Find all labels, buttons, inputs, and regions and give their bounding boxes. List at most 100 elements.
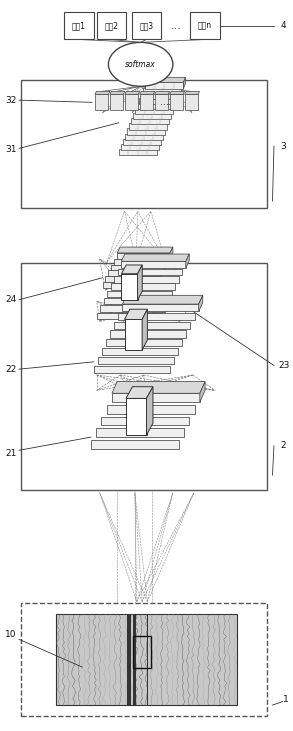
FancyBboxPatch shape bbox=[117, 253, 170, 259]
FancyBboxPatch shape bbox=[21, 603, 267, 716]
Polygon shape bbox=[142, 309, 147, 350]
FancyBboxPatch shape bbox=[155, 94, 168, 110]
Polygon shape bbox=[155, 91, 170, 94]
FancyBboxPatch shape bbox=[126, 398, 146, 435]
Text: 4: 4 bbox=[281, 21, 287, 30]
FancyBboxPatch shape bbox=[121, 144, 159, 150]
Polygon shape bbox=[145, 77, 185, 83]
FancyBboxPatch shape bbox=[121, 261, 186, 268]
Text: 31: 31 bbox=[5, 145, 17, 154]
FancyBboxPatch shape bbox=[114, 276, 179, 282]
FancyBboxPatch shape bbox=[97, 12, 126, 39]
FancyBboxPatch shape bbox=[129, 124, 167, 129]
FancyBboxPatch shape bbox=[102, 348, 178, 355]
FancyBboxPatch shape bbox=[125, 94, 138, 110]
Text: 23: 23 bbox=[278, 361, 289, 370]
FancyBboxPatch shape bbox=[104, 298, 168, 304]
Text: ...: ... bbox=[160, 97, 169, 107]
FancyBboxPatch shape bbox=[114, 322, 190, 329]
Polygon shape bbox=[186, 254, 189, 268]
Polygon shape bbox=[95, 91, 110, 94]
FancyBboxPatch shape bbox=[125, 319, 142, 350]
Text: 22: 22 bbox=[6, 365, 17, 374]
FancyBboxPatch shape bbox=[94, 366, 170, 373]
FancyBboxPatch shape bbox=[118, 313, 195, 320]
Text: softmax: softmax bbox=[125, 60, 156, 69]
Polygon shape bbox=[140, 91, 155, 94]
FancyBboxPatch shape bbox=[110, 330, 186, 338]
Polygon shape bbox=[122, 295, 203, 304]
FancyBboxPatch shape bbox=[111, 283, 175, 289]
FancyBboxPatch shape bbox=[111, 265, 164, 270]
FancyBboxPatch shape bbox=[64, 12, 94, 39]
FancyBboxPatch shape bbox=[21, 263, 267, 490]
FancyBboxPatch shape bbox=[97, 312, 161, 319]
Polygon shape bbox=[125, 91, 140, 94]
FancyBboxPatch shape bbox=[135, 108, 173, 114]
Polygon shape bbox=[170, 91, 185, 94]
FancyBboxPatch shape bbox=[185, 94, 198, 110]
Text: 2: 2 bbox=[281, 442, 287, 450]
Text: 故障n: 故障n bbox=[198, 21, 212, 30]
FancyBboxPatch shape bbox=[133, 614, 136, 705]
Polygon shape bbox=[170, 247, 173, 259]
FancyBboxPatch shape bbox=[107, 290, 172, 297]
Polygon shape bbox=[146, 387, 153, 435]
FancyBboxPatch shape bbox=[112, 393, 200, 402]
Polygon shape bbox=[185, 91, 200, 94]
Polygon shape bbox=[199, 295, 203, 311]
FancyBboxPatch shape bbox=[95, 94, 108, 110]
Polygon shape bbox=[126, 387, 153, 398]
FancyBboxPatch shape bbox=[170, 94, 183, 110]
FancyBboxPatch shape bbox=[131, 118, 169, 124]
FancyBboxPatch shape bbox=[110, 94, 123, 110]
Polygon shape bbox=[110, 91, 125, 94]
Text: ...: ... bbox=[170, 20, 181, 31]
FancyBboxPatch shape bbox=[119, 149, 157, 155]
Ellipse shape bbox=[108, 42, 173, 86]
Text: 24: 24 bbox=[6, 295, 17, 304]
FancyBboxPatch shape bbox=[56, 614, 237, 705]
FancyBboxPatch shape bbox=[146, 614, 148, 705]
Text: 10: 10 bbox=[4, 630, 16, 640]
FancyBboxPatch shape bbox=[125, 134, 163, 140]
Polygon shape bbox=[121, 265, 142, 273]
FancyBboxPatch shape bbox=[121, 273, 138, 300]
FancyBboxPatch shape bbox=[21, 80, 267, 208]
FancyBboxPatch shape bbox=[98, 357, 174, 364]
Polygon shape bbox=[200, 382, 205, 402]
Polygon shape bbox=[125, 309, 147, 319]
FancyBboxPatch shape bbox=[101, 417, 189, 425]
Text: 21: 21 bbox=[6, 449, 17, 458]
FancyBboxPatch shape bbox=[190, 12, 220, 39]
FancyBboxPatch shape bbox=[107, 405, 195, 414]
Text: 故障3: 故障3 bbox=[139, 21, 154, 30]
Polygon shape bbox=[112, 382, 205, 393]
FancyBboxPatch shape bbox=[143, 88, 181, 94]
Text: 故障2: 故障2 bbox=[104, 21, 118, 30]
FancyBboxPatch shape bbox=[105, 276, 158, 282]
FancyBboxPatch shape bbox=[123, 139, 161, 145]
FancyBboxPatch shape bbox=[100, 305, 165, 311]
FancyBboxPatch shape bbox=[127, 614, 131, 705]
Polygon shape bbox=[138, 265, 142, 300]
FancyBboxPatch shape bbox=[127, 129, 165, 135]
FancyBboxPatch shape bbox=[118, 268, 182, 275]
FancyBboxPatch shape bbox=[103, 282, 155, 288]
FancyBboxPatch shape bbox=[132, 12, 161, 39]
FancyBboxPatch shape bbox=[108, 270, 161, 276]
Polygon shape bbox=[117, 247, 173, 253]
Text: 故障1: 故障1 bbox=[72, 21, 86, 30]
FancyBboxPatch shape bbox=[137, 103, 175, 109]
Polygon shape bbox=[183, 77, 185, 88]
FancyBboxPatch shape bbox=[145, 83, 183, 88]
FancyBboxPatch shape bbox=[141, 93, 179, 99]
FancyBboxPatch shape bbox=[133, 113, 171, 119]
FancyBboxPatch shape bbox=[139, 98, 177, 104]
Text: 32: 32 bbox=[6, 96, 17, 105]
Polygon shape bbox=[121, 254, 189, 261]
Text: 1: 1 bbox=[283, 695, 289, 704]
FancyBboxPatch shape bbox=[106, 339, 182, 346]
FancyBboxPatch shape bbox=[91, 440, 179, 449]
FancyBboxPatch shape bbox=[96, 428, 184, 437]
